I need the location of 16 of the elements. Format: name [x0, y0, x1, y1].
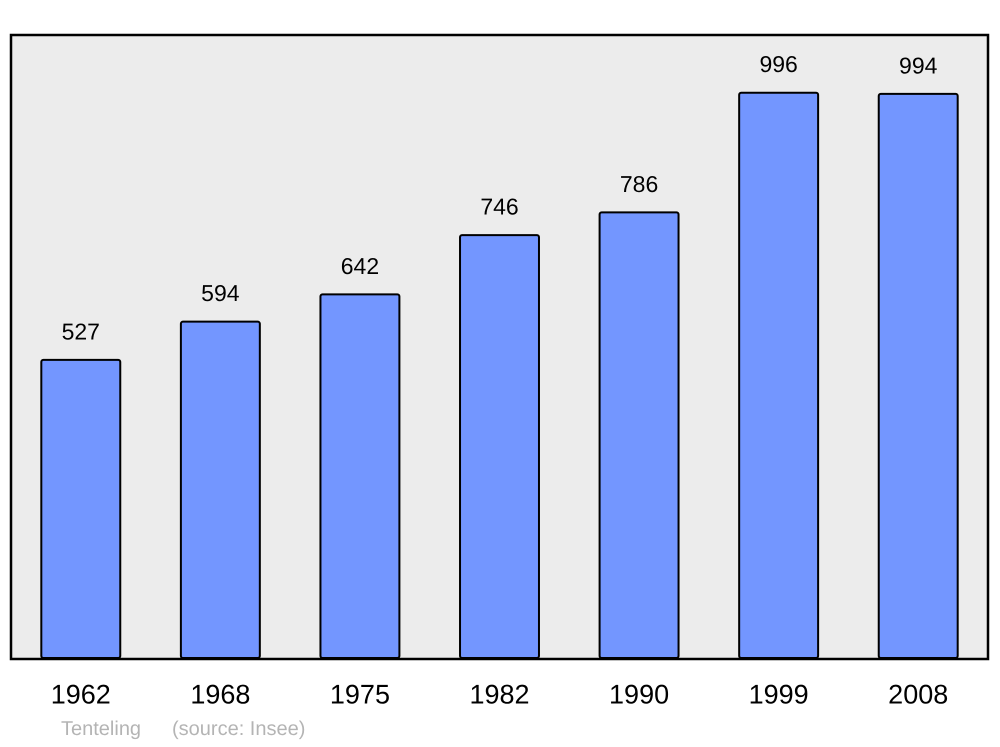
data-label: 746 [480, 194, 519, 220]
text: (source: Insee) [172, 718, 306, 740]
x-tick-label: 1999 [748, 680, 809, 710]
x-tick-label: 1968 [190, 680, 250, 710]
data-label: 642 [340, 252, 380, 279]
x-tick-label: 1982 [469, 680, 530, 710]
data-label: 994 [899, 52, 938, 78]
x-tick-label: 1990 [609, 680, 670, 710]
x-tick-label: 2008 [888, 680, 948, 710]
text: Tenteling [61, 718, 142, 740]
data-label: 527 [62, 318, 100, 344]
data-label: 996 [759, 51, 798, 78]
x-tick-label: 1962 [50, 680, 111, 710]
data-label: 786 [620, 170, 658, 197]
data-label: 594 [201, 280, 240, 306]
x-tick-label: 1975 [330, 680, 390, 710]
